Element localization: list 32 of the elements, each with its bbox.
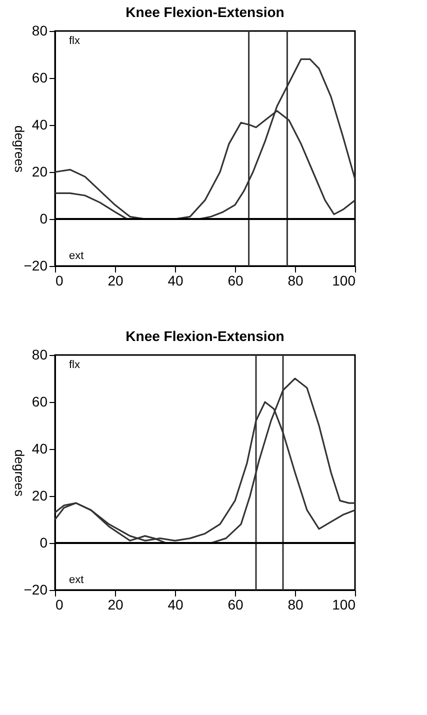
y-tick-label: 40	[32, 116, 48, 132]
x-tick-label: 80	[288, 596, 304, 612]
y-tick-label: 80	[32, 346, 48, 362]
x-tick-label: 0	[56, 272, 64, 288]
annotation: flx	[69, 35, 80, 47]
chart-title: Knee Flexion-Extension	[126, 4, 284, 20]
y-tick-label: 60	[32, 394, 48, 410]
y-tick-label: 20	[32, 488, 48, 504]
x-tick-label: 60	[228, 272, 244, 288]
x-tick-label: 100	[332, 272, 356, 288]
x-tick-label: 100	[332, 596, 356, 612]
x-tick-label: 0	[56, 596, 64, 612]
y-axis-title: degrees	[12, 450, 27, 497]
y-tick-label: 60	[32, 70, 48, 86]
x-tick-label: 20	[108, 272, 124, 288]
x-tick-label: 80	[288, 272, 304, 288]
y-tick-label: 20	[32, 164, 48, 180]
annotation: ext	[69, 250, 84, 262]
x-tick-label: 20	[108, 596, 124, 612]
annotation: flx	[69, 359, 80, 371]
chart-title: Knee Flexion-Extension	[126, 328, 284, 344]
y-tick-label: 80	[32, 22, 48, 38]
y-tick-label: 40	[32, 440, 48, 456]
x-tick-label: 40	[168, 272, 184, 288]
y-tick-label: 0	[40, 210, 48, 226]
annotation: ext	[69, 574, 84, 586]
y-tick-label: 0	[40, 534, 48, 550]
x-tick-label: 40	[168, 596, 184, 612]
y-axis-title: degrees	[12, 126, 27, 173]
y-tick-label: −20	[24, 582, 48, 598]
y-tick-label: −20	[24, 258, 48, 274]
x-tick-label: 60	[228, 596, 244, 612]
